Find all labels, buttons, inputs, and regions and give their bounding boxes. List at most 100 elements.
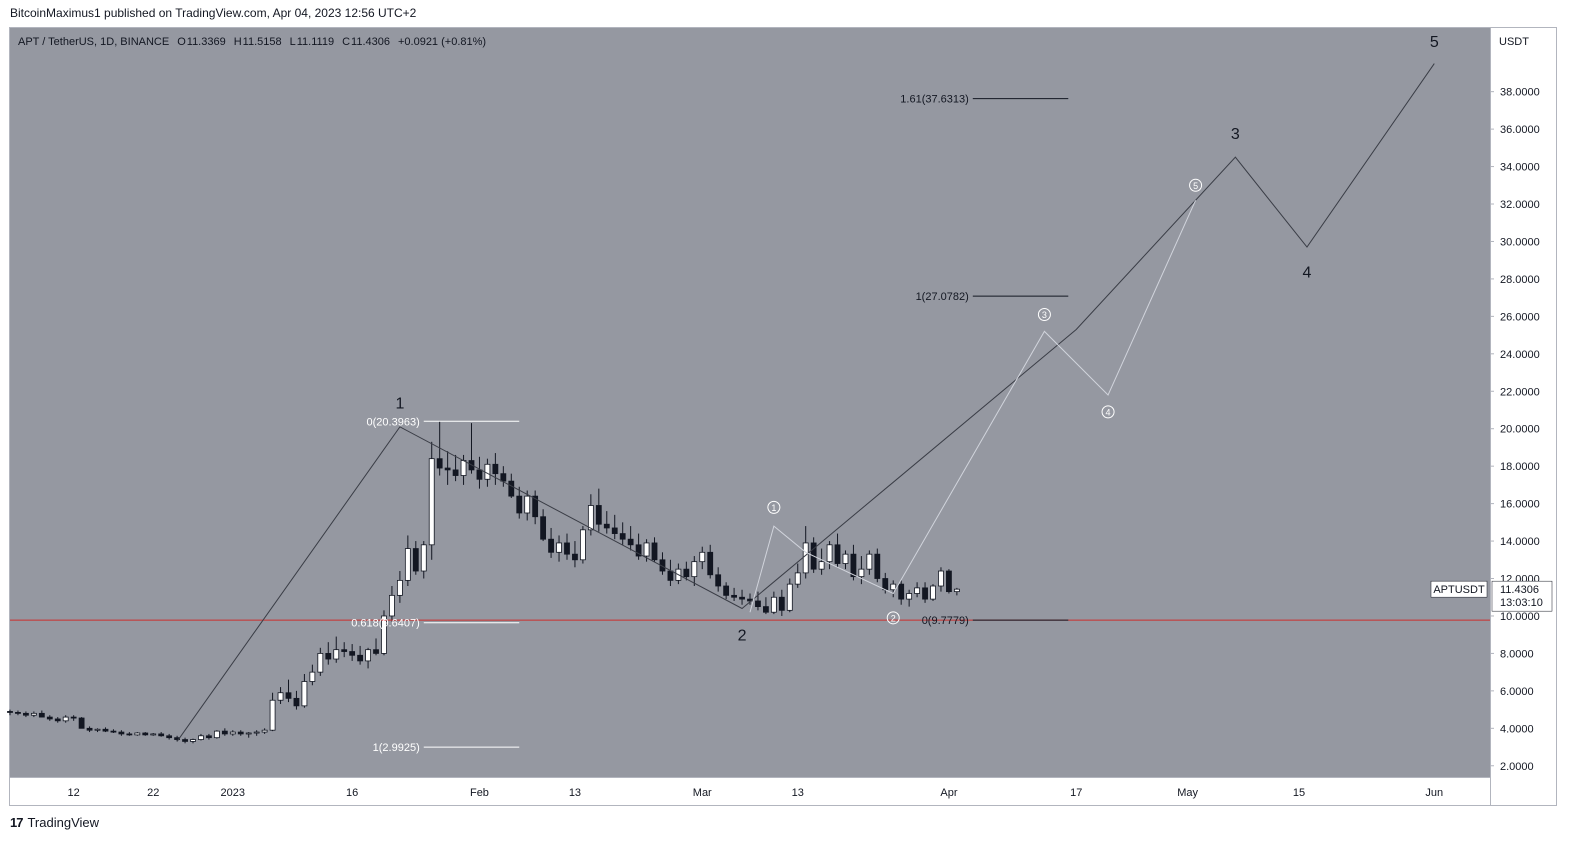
time-axis-background [10, 777, 1490, 805]
x-tick-label: 22 [147, 787, 159, 799]
x-tick-label: May [1177, 787, 1198, 799]
legend-high: 11.5158 [243, 36, 282, 48]
y-tick-label: 28.0000 [1500, 274, 1540, 286]
candle-body [182, 739, 188, 742]
secondary-wave-label: 4 [1101, 405, 1115, 419]
x-tick-label: 17 [1070, 787, 1082, 799]
candle-body [293, 697, 300, 707]
candle-body [373, 649, 379, 654]
legend-low: 11.1119 [297, 36, 334, 48]
fib-level-label: 1(27.0782) [916, 291, 969, 303]
candle [858, 556, 865, 585]
candle-body [277, 692, 284, 701]
fib-layer: 0(20.3963) 0.618(9.6407) 1(2.9925) 1.61(37.… [351, 94, 1069, 754]
candle [404, 535, 411, 587]
candle-body [643, 542, 650, 557]
candle [118, 730, 125, 736]
candle [15, 710, 21, 716]
footer[interactable]: 17 TradingView [10, 815, 99, 830]
candle [301, 674, 308, 708]
candle [349, 644, 356, 661]
candle [142, 732, 149, 736]
candle [603, 511, 610, 534]
x-tick-label: Jun [1425, 787, 1443, 799]
y-tick-label: 32.0000 [1500, 199, 1540, 211]
candle-body [229, 731, 236, 735]
primary-wave-label: 5 [1430, 34, 1439, 51]
candle-body [134, 732, 141, 736]
candle-body [667, 570, 674, 581]
candle-body [118, 731, 125, 735]
candle [778, 589, 785, 616]
y-tick-label: 8.0000 [1500, 648, 1534, 660]
secondary-wave-circle [767, 500, 781, 514]
candle [930, 584, 936, 601]
plot-background [10, 28, 1490, 777]
candle [428, 441, 435, 560]
candle-body [7, 711, 13, 713]
candle [365, 647, 371, 669]
candle-body [23, 712, 29, 716]
candle-body [922, 587, 928, 600]
secondary-wave-circle [1101, 405, 1115, 419]
candle-body [683, 568, 690, 578]
candle-body [731, 594, 737, 598]
candle-body [524, 495, 531, 514]
candle-body [699, 551, 706, 563]
fib-level-label: 1.61(37.6313) [900, 94, 969, 106]
candle-body [500, 473, 507, 482]
candle [707, 544, 714, 579]
candle-body [30, 712, 37, 716]
candle-body [508, 480, 515, 497]
candle [699, 546, 706, 570]
price-tag-value: 11.4306 [1500, 584, 1539, 596]
candle-body [150, 733, 157, 736]
candle-body [38, 712, 45, 718]
chart-frame [9, 27, 1557, 806]
candle [532, 490, 539, 525]
candle [23, 711, 29, 718]
primary-wave-label: 4 [1303, 264, 1312, 281]
candle [898, 580, 905, 605]
legend-c-label: C [342, 36, 350, 48]
y-tick-label: 18.0000 [1500, 461, 1540, 473]
candle-body [715, 574, 722, 587]
candle [412, 541, 419, 575]
publish-info: BitcoinMaximus1 published on TradingView… [10, 6, 417, 20]
candle-body [285, 692, 292, 699]
candle [110, 729, 117, 733]
candle [261, 728, 268, 734]
legend-close: 11.4306 [351, 36, 390, 48]
candle [221, 728, 228, 736]
candle [277, 687, 284, 704]
candle [190, 738, 196, 744]
secondary-wave-line [749, 200, 1197, 613]
candle [94, 728, 101, 733]
candle [373, 638, 379, 656]
legend-h-label: H [234, 36, 242, 48]
fib-level-label: 0.618(9.6407) [351, 618, 420, 630]
candle-body [86, 727, 93, 731]
candle-body [102, 728, 109, 732]
candle [763, 597, 769, 615]
candle-body [739, 596, 745, 600]
secondary-wave-number: 4 [1106, 407, 1111, 417]
candle-body [301, 681, 308, 707]
y-tick-label: 14.0000 [1500, 536, 1540, 548]
candle [667, 559, 674, 587]
candle-body [842, 553, 849, 564]
y-tick-label: 22.0000 [1500, 386, 1540, 398]
candle [134, 732, 141, 736]
y-tick-label: 26.0000 [1500, 311, 1540, 323]
x-tick-label: 16 [346, 787, 358, 799]
candle-body [206, 735, 212, 739]
candle-body [603, 523, 610, 529]
candle-body [770, 596, 777, 613]
candle-body [635, 544, 642, 557]
candle-body [595, 505, 602, 525]
candle-body [420, 544, 427, 572]
primary-wave-label: 2 [738, 628, 747, 645]
candle [723, 582, 730, 600]
